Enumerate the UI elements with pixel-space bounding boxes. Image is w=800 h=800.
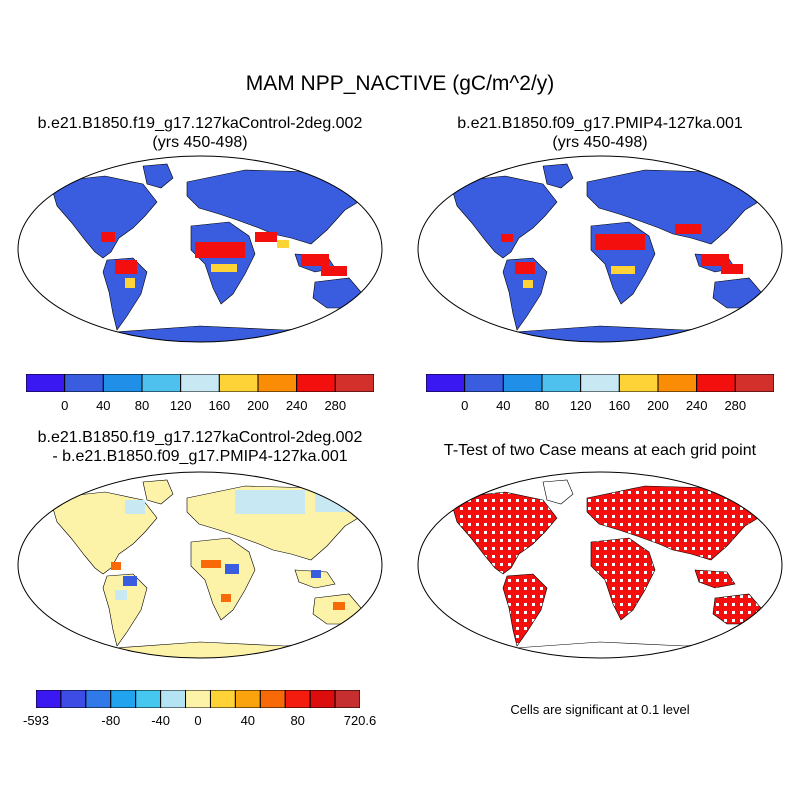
colorbar-difference-labels: -593 -80 -40 0 40 80 720.6 (23, 713, 376, 731)
colorbar-difference-swatch (85, 690, 112, 708)
colorbar-control-swatch (141, 374, 182, 392)
colorbar-difference-swatch (110, 690, 137, 708)
colorbar-difference-swatch (209, 690, 236, 708)
control-map (17, 155, 383, 343)
colorbar-pmip4-label: 120 (569, 398, 592, 413)
colorbar-difference-label: -80 (101, 713, 121, 728)
colorbar-pmip4-swatch (580, 374, 620, 392)
colorbar-control (26, 374, 374, 392)
colorbar-difference-swatch (234, 690, 261, 708)
panel-pmip4-title-line2: (yrs 450-498) (552, 134, 648, 151)
colorbar-control-label: 120 (169, 398, 192, 413)
colorbar-difference-label: -40 (151, 713, 170, 728)
colorbar-control-swatch (64, 374, 104, 392)
colorbar-pmip4-label: 240 (685, 398, 708, 413)
panel-ttest-title: T-Test of two Case means at each grid po… (443, 442, 757, 459)
colorbar-control-label: 0 (61, 398, 69, 413)
colorbar-pmip4-label: 40 (496, 398, 511, 413)
colorbar-control-label: 40 (96, 398, 111, 413)
colorbar-control-swatch (257, 374, 298, 392)
colorbar-pmip4-label: 80 (534, 398, 550, 413)
colorbar-pmip4-label: 280 (724, 398, 747, 413)
page-title: MAM NPP_NACTIVE (gC/m^2/y) (245, 72, 555, 95)
colorbar-pmip4-label: 200 (647, 398, 669, 413)
colorbar-control-label: 80 (134, 398, 150, 413)
panel-control-title-line2: (yrs 450-498) (152, 134, 248, 151)
colorbar-difference-swatch (36, 690, 62, 708)
colorbar-difference (36, 690, 360, 708)
pmip4-map (417, 155, 783, 343)
panel-difference-title-line2: - b.e21.B1850.f09_g17.PMIP4-127ka.001 (52, 448, 348, 465)
panel-control-title: b.e21.B1850.f19_g17.127kaControl-2deg.00… (5, 114, 395, 152)
difference-positive-regions (111, 560, 345, 610)
colorbar-pmip4 (426, 374, 774, 392)
colorbar-control-swatch (334, 374, 374, 392)
colorbar-pmip4-swatch (696, 374, 736, 392)
ttest-map (417, 471, 783, 659)
colorbar-difference-swatch (60, 690, 87, 708)
colorbar-pmip4-swatch (618, 374, 659, 392)
colorbar-difference-swatch (284, 690, 311, 708)
colorbar-pmip4-swatch (502, 374, 543, 392)
colorbar-difference-label: -593 (22, 713, 50, 728)
colorbar-pmip4-swatch (426, 374, 466, 392)
panel-pmip4-title: b.e21.B1850.f09_g17.PMIP4-127ka.001 (yrs… (405, 114, 795, 152)
colorbar-control-swatch (296, 374, 336, 392)
colorbar-difference-swatch (135, 690, 162, 708)
panel-pmip4-title-line1: b.e21.B1850.f09_g17.PMIP4-127ka.001 (457, 115, 743, 132)
pmip4-high-npp-regions (501, 224, 743, 274)
colorbar-pmip4-label: 0 (461, 398, 469, 413)
colorbar-difference-label: 80 (290, 713, 305, 728)
colorbar-pmip4-swatch (657, 374, 698, 392)
colorbar-control-labels: 0 40 80 120 160 200 240 280 (26, 398, 374, 416)
colorbar-control-label: 280 (324, 398, 347, 413)
colorbar-difference-swatch (185, 690, 211, 708)
difference-negative-regions (123, 564, 321, 586)
colorbar-pmip4-labels: 0 40 80 120 160 200 240 280 (426, 398, 774, 416)
colorbar-control-label: 200 (247, 398, 269, 413)
colorbar-difference-swatch (309, 690, 336, 708)
colorbar-difference-swatch (160, 690, 187, 708)
colorbar-control-label: 160 (208, 398, 231, 413)
colorbar-control-swatch (26, 374, 66, 392)
colorbar-difference-label: 40 (240, 713, 256, 728)
colorbar-control-swatch (180, 374, 220, 392)
colorbar-difference-label: 720.6 (343, 713, 377, 728)
control-high-npp-regions (101, 232, 347, 276)
colorbar-control-swatch (218, 374, 259, 392)
colorbar-difference-label: 0 (194, 713, 202, 728)
colorbar-difference-swatch (259, 690, 286, 708)
difference-map (17, 471, 383, 659)
colorbar-pmip4-swatch (734, 374, 774, 392)
colorbar-difference-swatch (334, 690, 360, 708)
ttest-note: Cells are significant at 0.1 level (510, 702, 690, 717)
colorbar-pmip4-swatch (464, 374, 504, 392)
colorbar-pmip4-label: 160 (608, 398, 631, 413)
colorbar-pmip4-swatch (541, 374, 582, 392)
panel-difference-title-line1: b.e21.B1850.f19_g17.127kaControl-2deg.00… (37, 429, 363, 446)
colorbar-control-label: 240 (285, 398, 308, 413)
colorbar-control-swatch (102, 374, 143, 392)
panel-difference-title: b.e21.B1850.f19_g17.127kaControl-2deg.00… (5, 428, 395, 466)
panel-control-title-line1: b.e21.B1850.f19_g17.127kaControl-2deg.00… (37, 115, 363, 132)
